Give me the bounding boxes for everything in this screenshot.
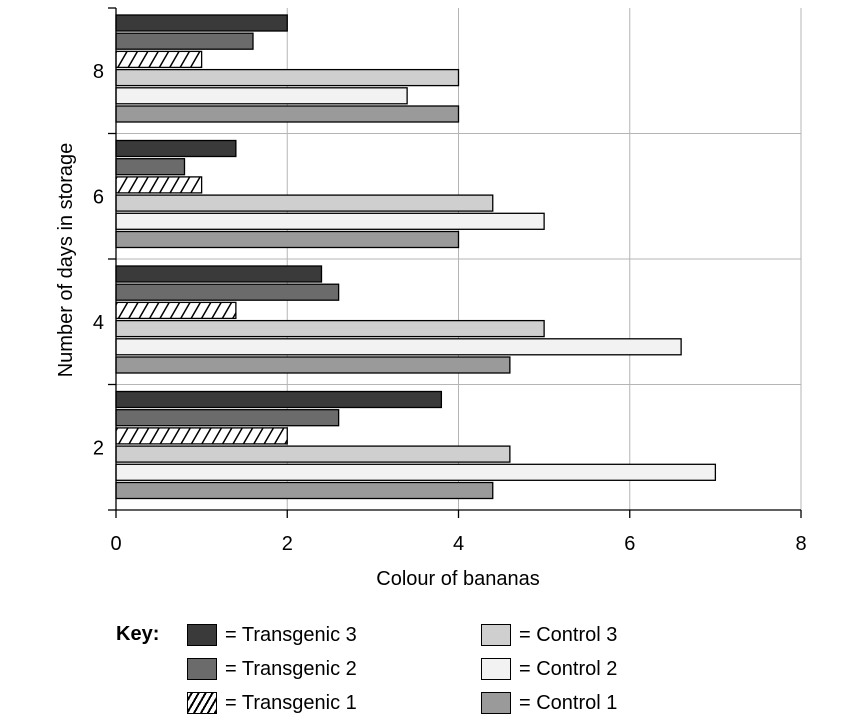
bar-control-1-day-4 [115,356,511,374]
bar-control-3-day-6 [115,194,494,212]
bar-transgenic-2-day-4 [115,283,340,301]
legend-label: = Transgenic 3 [225,623,357,646]
bar-transgenic-1-day-6 [115,176,203,194]
bar-transgenic-3-day-8 [115,14,288,32]
y-tick-label: 6 [93,186,104,208]
legend-label: = Control 2 [519,657,618,680]
x-tick-label: 8 [795,533,806,555]
legend-title: Key: [116,623,160,645]
legend-item-control-1: = Control 1 [481,690,617,716]
legend-item-control-3: = Control 3 [481,622,617,648]
bar-transgenic-1-day-8 [115,50,203,69]
x-tick-label: 4 [453,533,464,555]
bar-control-3-day-4 [115,319,545,338]
bars [115,14,717,500]
bar-control-1-day-6 [115,230,460,249]
legend-swatch [481,624,511,646]
legend-item-transgenic-2: = Transgenic 2 [187,656,357,682]
legend-label: = Control 1 [519,691,618,714]
bar-control-2-day-6 [115,212,545,230]
x-axis-title: Colour of bananas [376,568,539,590]
legend-label: = Control 3 [519,623,618,646]
x-tick-label: 6 [624,533,635,555]
y-axis-title: Number of days in storage [55,143,77,378]
bar-transgenic-1-day-4 [115,301,237,320]
bar-control-3-day-2 [115,445,511,463]
x-tick-label: 0 [110,533,121,555]
legend-label: = Transgenic 1 [225,691,357,714]
legend-swatch [481,658,511,680]
legend-swatch [187,624,217,646]
gridlines [116,8,802,510]
legend-item-control-2: = Control 2 [481,656,617,682]
bar-transgenic-3-day-2 [115,390,443,409]
legend-swatch [481,692,511,714]
bar-transgenic-3-day-6 [115,139,237,158]
bar-control-1-day-8 [115,105,460,123]
legend-item-transgenic-1: = Transgenic 1 [187,690,357,716]
legend-label: = Transgenic 2 [225,657,357,680]
bar-transgenic-2-day-2 [115,409,340,427]
bar-chart: 0 2 4 6 8 2 4 6 8 Colour of bananas Number of da… [55,7,807,590]
y-tick-label: 2 [93,437,104,459]
legend-swatch [187,692,217,714]
bar-control-1-day-2 [115,481,494,500]
bar-transgenic-1-day-2 [115,427,288,445]
bar-control-2-day-2 [115,463,717,481]
bar-transgenic-2-day-6 [115,158,186,176]
bar-transgenic-2-day-8 [115,32,254,50]
legend-item-transgenic-3: = Transgenic 3 [187,622,357,648]
bar-control-2-day-4 [115,338,682,356]
y-tick-label: 8 [93,61,104,83]
y-tick-label: 4 [93,312,104,334]
legend-swatch [187,658,217,680]
bar-transgenic-3-day-4 [115,265,323,283]
axes: 0 2 4 6 8 2 4 6 8 [93,7,807,555]
bar-control-3-day-8 [115,68,460,87]
x-tick-label: 2 [282,533,293,555]
bar-control-2-day-8 [115,87,408,105]
